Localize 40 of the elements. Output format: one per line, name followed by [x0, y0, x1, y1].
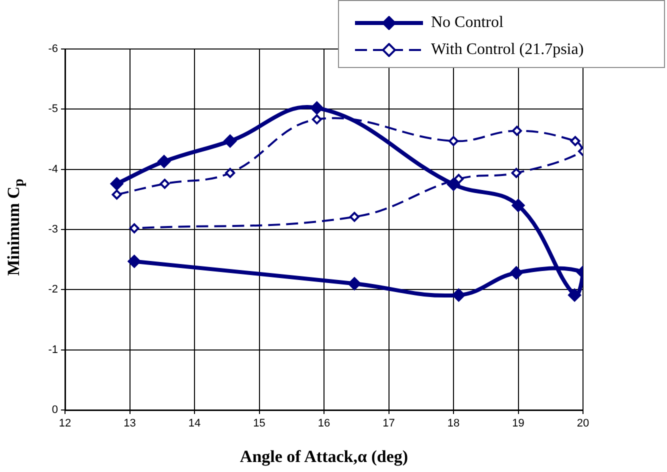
point: [112, 190, 122, 200]
x-tick-label: 16: [318, 418, 330, 430]
x-axis-title: Angle of Attack,α (deg): [238, 447, 410, 467]
y-tick-label: -6: [48, 43, 58, 56]
x-tick-label: 20: [576, 418, 590, 430]
point: [349, 212, 360, 222]
x-tick-label: 17: [382, 418, 395, 430]
x-tick-label: 18: [447, 418, 460, 430]
point: [224, 134, 237, 148]
x-tick-label: 13: [124, 418, 136, 430]
point: [510, 266, 523, 280]
point: [512, 198, 525, 212]
legend-label: With Control (21.7psia): [431, 40, 584, 58]
x-tick-label: 19: [512, 418, 524, 430]
y-tick-label: 0: [52, 404, 58, 416]
point: [348, 277, 361, 290]
y-tick-label: -5: [48, 103, 58, 116]
y-tick-label: -3: [48, 224, 58, 236]
point: [511, 168, 522, 178]
point: [452, 288, 466, 302]
point: [312, 114, 322, 124]
point: [225, 168, 236, 178]
point: [128, 254, 141, 268]
x-tick-label: 15: [253, 418, 266, 430]
point: [310, 101, 324, 114]
point: [160, 178, 170, 189]
point: [447, 178, 460, 191]
legend-label: No Control: [431, 14, 504, 32]
point: [568, 288, 582, 302]
x-tick-label: 14: [188, 418, 201, 430]
point: [129, 223, 140, 234]
x-tick-label: 12: [58, 418, 72, 430]
y-tick-label: -4: [48, 163, 58, 176]
point: [158, 155, 171, 168]
point: [570, 136, 580, 146]
point: [512, 126, 522, 136]
point: [448, 136, 458, 146]
y-tick-label: -2: [48, 284, 58, 296]
y-tick-label: -1: [48, 344, 58, 356]
point: [110, 177, 124, 190]
